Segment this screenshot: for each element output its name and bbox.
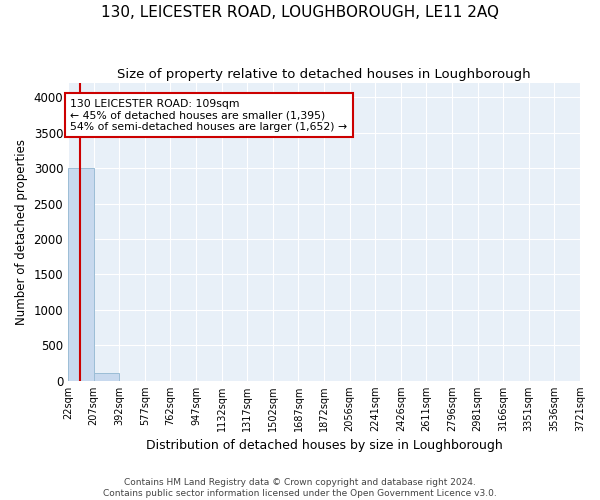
Bar [68, 168, 94, 381]
X-axis label: Distribution of detached houses by size in Loughborough: Distribution of detached houses by size … [146, 440, 502, 452]
Text: 130 LEICESTER ROAD: 109sqm
← 45% of detached houses are smaller (1,395)
54% of s: 130 LEICESTER ROAD: 109sqm ← 45% of deta… [70, 98, 347, 132]
Title: Size of property relative to detached houses in Loughborough: Size of property relative to detached ho… [117, 68, 531, 80]
Text: 130, LEICESTER ROAD, LOUGHBOROUGH, LE11 2AQ: 130, LEICESTER ROAD, LOUGHBOROUGH, LE11 … [101, 5, 499, 20]
Bar [94, 373, 119, 381]
Y-axis label: Number of detached properties: Number of detached properties [15, 139, 28, 325]
Text: Contains HM Land Registry data © Crown copyright and database right 2024.
Contai: Contains HM Land Registry data © Crown c… [103, 478, 497, 498]
